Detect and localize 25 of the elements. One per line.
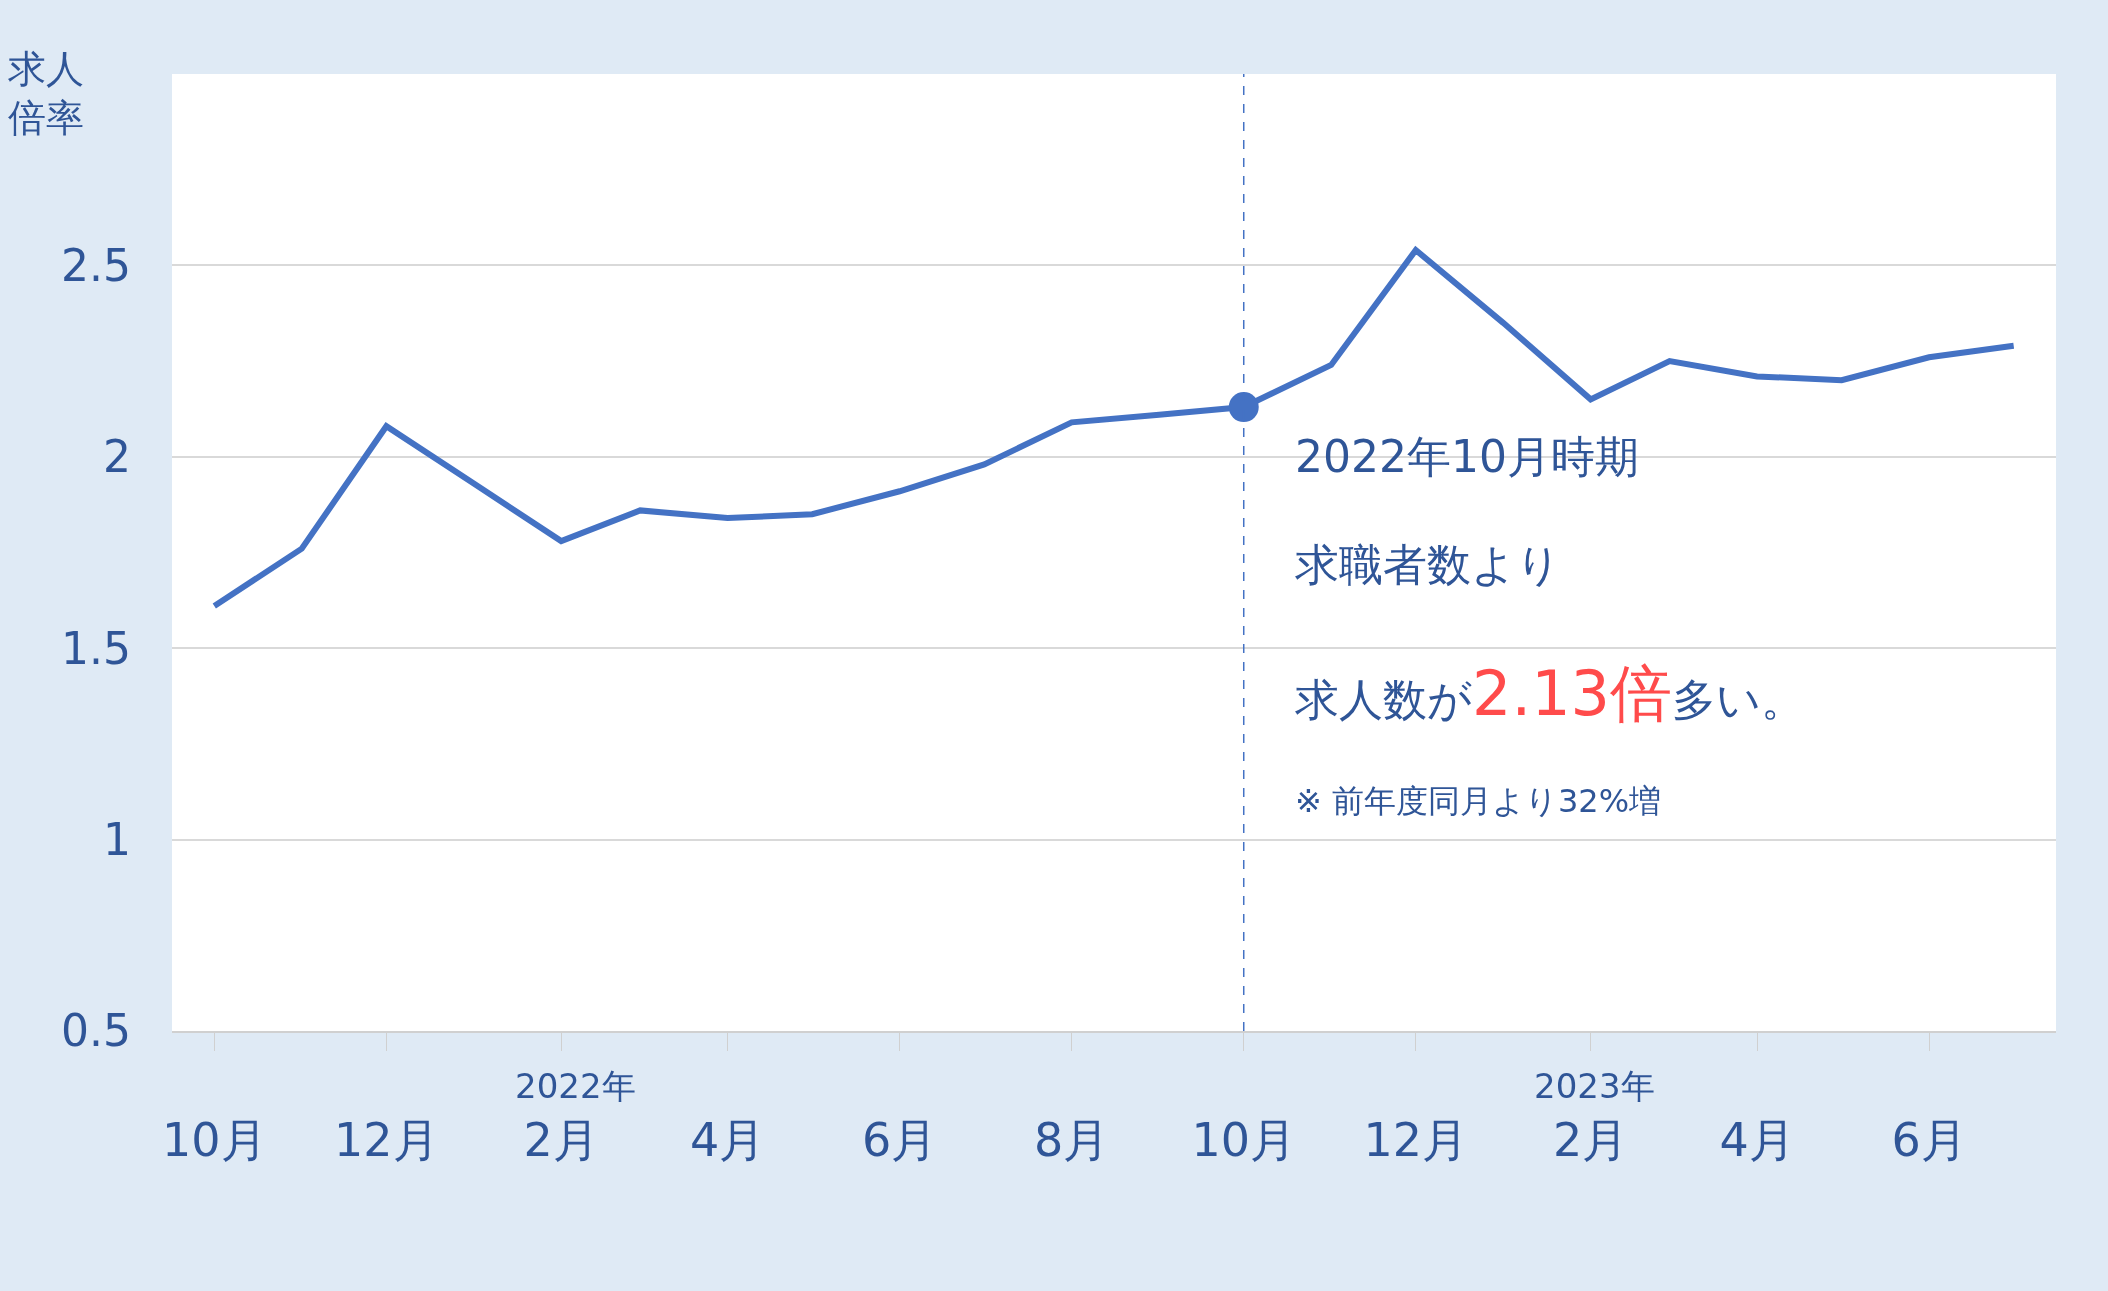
x-tick-label: 8月 <box>1034 1113 1110 1168</box>
annotation: ※ 前年度同月より32%増 <box>1295 782 1662 820</box>
annotation: 求職者数より <box>1295 539 1561 590</box>
x-tick-label: 10月 <box>1191 1113 1297 1168</box>
y-axis-title: 求人倍率 <box>8 47 84 141</box>
annotation: 求人数が <box>1295 674 1472 725</box>
x-tick-label: 4月 <box>689 1113 766 1168</box>
annotation: 2.13倍 <box>1472 657 1673 730</box>
x-tick-label: 12月 <box>1363 1113 1469 1168</box>
y-tick-label: 2 <box>103 431 131 483</box>
x-tick-label: 10月 <box>162 1113 267 1168</box>
x-tick-label: 12月 <box>334 1113 439 1168</box>
x-tick-label: 2月 <box>1553 1113 1629 1168</box>
annotation: 多い。 <box>1672 674 1806 725</box>
text: 2022年 <box>515 1066 636 1106</box>
y-tick-label: 2.5 <box>61 239 131 291</box>
x-tick-label: 4月 <box>1719 1113 1795 1168</box>
y-tick-label: 1 <box>103 814 131 865</box>
y-tick-label: 0.5 <box>61 1005 131 1057</box>
text: 2023年 <box>1534 1066 1655 1106</box>
x-tick-label: 6月 <box>862 1113 938 1168</box>
annotation: 2022年10月時期 <box>1295 431 1639 482</box>
x-tick-label: 6月 <box>1891 1113 1967 1168</box>
x-tick-label: 2月 <box>523 1113 599 1168</box>
y-tick-label: 1.5 <box>61 622 131 674</box>
